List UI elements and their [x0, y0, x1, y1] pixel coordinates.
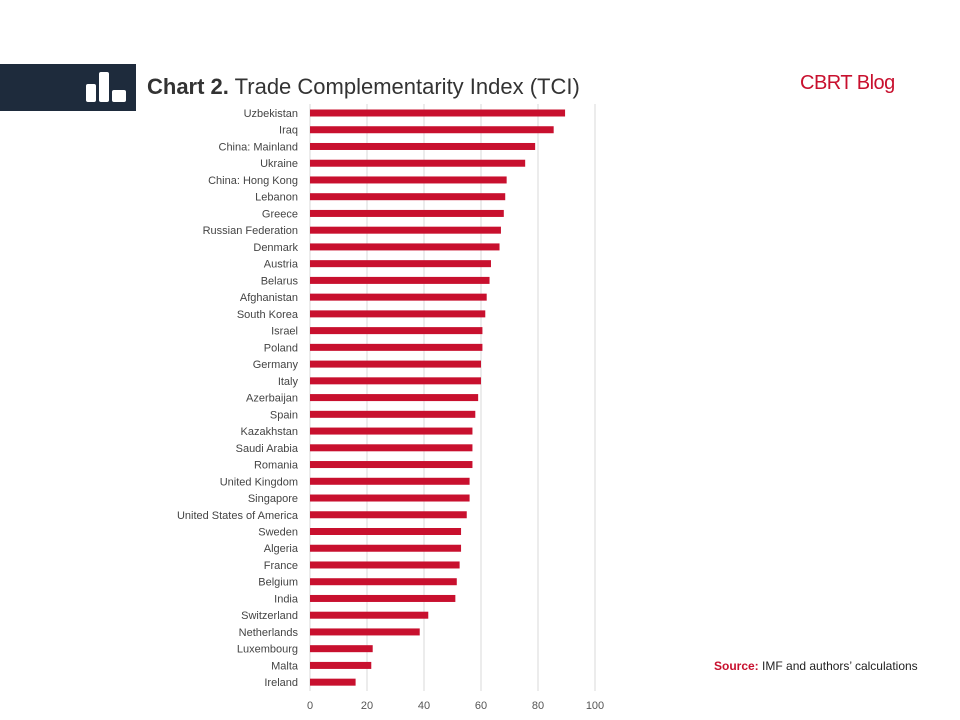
bar: [310, 511, 467, 519]
category-label: Uzbekistan: [244, 108, 298, 120]
category-label: China: Hong Kong: [208, 175, 298, 187]
bar: [310, 360, 481, 368]
bar: [310, 561, 460, 569]
bar: [310, 310, 486, 318]
source-label: Source:: [714, 659, 759, 673]
x-tick-label: 40: [418, 700, 430, 712]
bar: [310, 427, 473, 435]
category-label: Kazakhstan: [241, 426, 298, 438]
bar: [310, 494, 470, 502]
bar: [310, 594, 456, 602]
category-label: Sweden: [258, 527, 298, 539]
bar: [310, 678, 356, 686]
bar: [310, 444, 473, 452]
brand-logo: CBRT Blog: [800, 72, 895, 94]
category-label: Austria: [264, 259, 299, 271]
bar: [310, 293, 487, 301]
category-label: South Korea: [237, 309, 299, 321]
bar: [310, 544, 462, 552]
x-tick-label: 80: [532, 700, 544, 712]
bar: [310, 645, 373, 653]
category-label: France: [264, 560, 298, 572]
bar: [310, 126, 554, 134]
bar: [310, 276, 490, 284]
x-tick-label: 60: [475, 700, 487, 712]
bar: [310, 226, 501, 234]
bar: [310, 176, 507, 184]
bar: [310, 109, 566, 117]
bar: [310, 528, 462, 535]
bar: [310, 661, 372, 669]
x-tick-label: 20: [361, 700, 373, 712]
source-text: IMF and authors’ calculations: [762, 659, 918, 673]
category-label: Switzerland: [241, 610, 298, 622]
x-tick-label: 0: [307, 700, 313, 712]
category-label: Germany: [253, 359, 299, 371]
chart-title: Chart 2. Trade Complementarity Index (TC…: [147, 74, 580, 100]
chart-title-text: Trade Complementarity Index (TCI): [234, 74, 580, 99]
category-label: Azerbaijan: [246, 393, 298, 405]
bar: [310, 410, 476, 418]
header-logo-block: [0, 64, 136, 111]
category-label: Denmark: [253, 242, 298, 254]
category-label: Romania: [254, 460, 299, 472]
bar: [310, 343, 483, 351]
bar: [310, 243, 500, 251]
bar: [310, 461, 473, 469]
category-label: Poland: [264, 342, 298, 354]
category-label: Singapore: [248, 493, 298, 505]
bar: [310, 193, 506, 201]
bar: [310, 327, 483, 335]
bar: [310, 477, 470, 485]
category-label: Greece: [262, 208, 298, 220]
category-label: Russian Federation: [203, 225, 298, 237]
category-label: Ukraine: [260, 158, 298, 170]
category-label: Netherlands: [239, 627, 299, 639]
category-label: Algeria: [264, 543, 299, 555]
bar: [310, 578, 457, 586]
bar: [310, 628, 420, 636]
category-label: Luxembourg: [237, 644, 298, 656]
category-label: Israel: [271, 326, 298, 338]
category-label: Iraq: [279, 125, 298, 137]
bar: [310, 394, 479, 402]
category-label: Spain: [270, 409, 298, 421]
category-label: Lebanon: [255, 192, 298, 204]
category-label: Belarus: [261, 275, 299, 287]
source-note: Source: IMF and authors’ calculations: [714, 658, 918, 674]
bar: [310, 611, 429, 619]
category-label: Italy: [278, 376, 299, 388]
chart-title-lead: Chart 2.: [147, 74, 229, 99]
category-label: United States of America: [177, 510, 299, 522]
bar: [310, 159, 526, 167]
bar: [310, 142, 536, 150]
category-label: Saudi Arabia: [236, 443, 299, 455]
bar: [310, 209, 504, 217]
category-label: India: [274, 593, 299, 605]
category-label: Afghanistan: [240, 292, 298, 304]
bar: [310, 260, 491, 268]
category-label: Belgium: [258, 577, 298, 589]
category-label: United Kingdom: [220, 476, 298, 488]
category-label: Malta: [271, 660, 299, 672]
bar: [310, 377, 481, 385]
x-tick-label: 100: [586, 700, 604, 712]
category-label: China: Mainland: [219, 141, 299, 153]
category-label: Ireland: [264, 677, 298, 689]
